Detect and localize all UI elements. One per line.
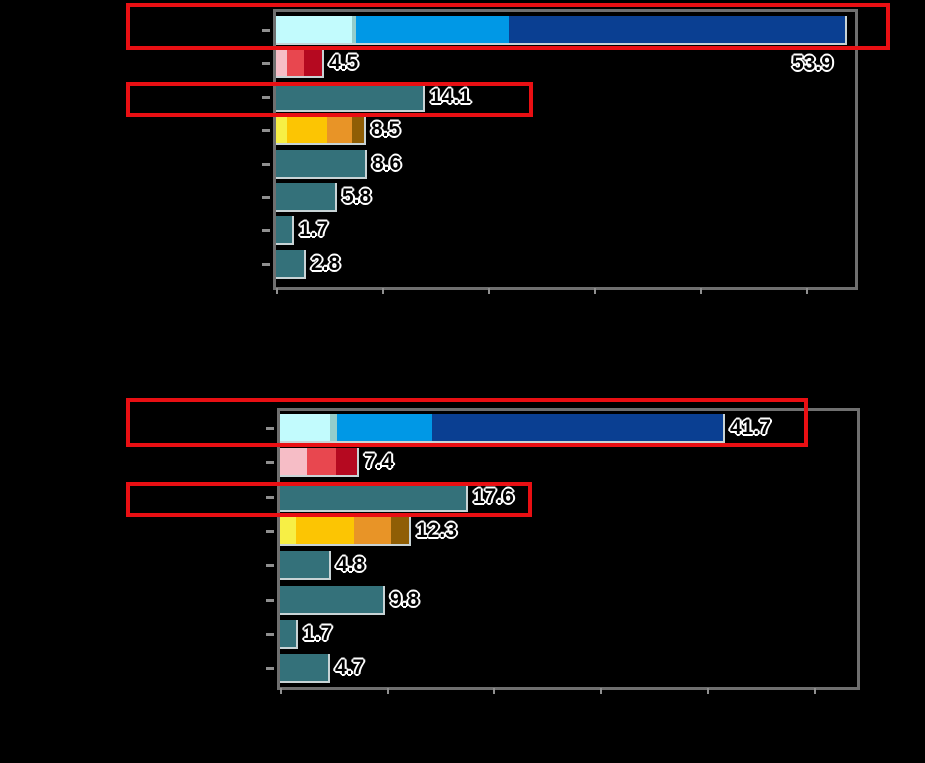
bar-segment-brown (351, 116, 364, 143)
bar-row-1 (280, 414, 725, 443)
value-label: 4.5 (329, 51, 359, 74)
bar-segment-teal (280, 620, 296, 647)
y-axis-tick (262, 29, 270, 32)
bar-segment-orange (354, 517, 392, 544)
bar-segment-gold (287, 116, 327, 143)
top-chart-plot-area: 53.9 4.5 14.1 8.5 8.6 5.8 1.7 2.8 (262, 9, 858, 294)
value-label: 9.8 (390, 588, 420, 611)
bar-segment-red (287, 49, 304, 76)
bar-segment-teal (276, 83, 423, 110)
bar-segment-darkRed (303, 49, 322, 76)
bar-segment-blue (356, 16, 510, 43)
bar-segment-teal (280, 483, 466, 510)
x-axis-tick (814, 688, 816, 694)
bar-row-5 (276, 150, 367, 179)
bar-segment-cyanTeal (352, 16, 357, 43)
y-axis-tick (262, 229, 270, 232)
x-axis-tick (806, 288, 808, 294)
y-axis-tick (266, 427, 274, 430)
bar-row-2 (280, 448, 359, 477)
value-label: 1.7 (303, 622, 333, 645)
bar-row-5 (280, 551, 331, 580)
value-label: 5.8 (342, 185, 372, 208)
x-axis-tick (382, 288, 384, 294)
bar-row-6 (280, 586, 385, 615)
bar-row-1 (276, 16, 847, 45)
value-label: 17.6 (473, 485, 514, 508)
x-axis-tick (276, 288, 278, 294)
bar-segment-teal (280, 586, 383, 613)
y-axis-tick (266, 667, 274, 670)
value-label: 1.7 (299, 218, 329, 241)
value-label: 7.4 (364, 450, 394, 473)
bar-row-7 (280, 620, 298, 649)
value-label: 53.9 (792, 52, 833, 75)
highlight-box-3 (126, 398, 808, 447)
bar-segment-red (307, 448, 337, 475)
value-label: 41.7 (730, 416, 771, 439)
bar-segment-brown (391, 517, 409, 544)
value-label: 14.1 (430, 85, 471, 108)
bar-row-3 (280, 483, 468, 512)
value-label: 12.3 (416, 519, 457, 542)
bar-row-6 (276, 183, 337, 212)
bar-segment-paleCyan (276, 16, 352, 43)
bar-segment-teal (276, 250, 304, 277)
bar-segment-teal (276, 216, 292, 243)
bar-segment-teal (276, 183, 335, 210)
y-axis-tick (262, 196, 270, 199)
y-axis-tick (262, 62, 270, 65)
bar-segment-pinkLight (276, 49, 288, 76)
bottom-chart-plot-area: 41.7 7.4 17.6 12.3 4.8 9.8 1.7 4.7 (266, 408, 860, 694)
bar-segment-yellowLight (280, 517, 296, 544)
bar-segment-teal (280, 551, 329, 578)
bar-segment-yellowLight (276, 116, 288, 143)
highlight-box-2 (126, 82, 533, 117)
x-axis-tick (600, 688, 602, 694)
bar-row-4 (276, 116, 366, 145)
x-axis-tick (594, 288, 596, 294)
bar-segment-blue (336, 414, 433, 441)
y-axis-tick (262, 129, 270, 132)
x-axis-tick (488, 288, 490, 294)
value-label: 4.8 (336, 553, 366, 576)
bar-row-7 (276, 216, 294, 245)
y-axis-tick (266, 461, 274, 464)
highlight-box-1 (126, 3, 890, 50)
bar-segment-navy (509, 16, 845, 43)
value-label: 8.5 (371, 118, 401, 141)
y-axis-tick (266, 599, 274, 602)
bar-segment-paleCyan (280, 414, 330, 441)
value-label: 8.6 (372, 152, 402, 175)
y-axis-tick (262, 96, 270, 99)
y-axis-tick (266, 633, 274, 636)
x-axis-tick (493, 688, 495, 694)
bar-segment-orange (326, 116, 352, 143)
bar-row-8 (280, 654, 330, 683)
bar-segment-cyanTeal (329, 414, 337, 441)
y-axis-tick (262, 263, 270, 266)
value-label: 4.7 (335, 656, 365, 679)
bar-row-8 (276, 250, 306, 279)
value-label: 2.8 (311, 252, 341, 275)
bar-segment-teal (276, 150, 365, 177)
y-axis-tick (262, 163, 270, 166)
highlight-box-4 (126, 482, 532, 517)
bar-segment-teal (280, 654, 328, 681)
bar-segment-gold (295, 517, 355, 544)
bar-segment-darkRed (336, 448, 357, 475)
y-axis-tick (266, 530, 274, 533)
x-axis-tick (280, 688, 282, 694)
y-axis-tick (266, 496, 274, 499)
x-axis-tick (707, 688, 709, 694)
x-axis-tick (700, 288, 702, 294)
y-axis-tick (266, 564, 274, 567)
bar-row-4 (280, 517, 411, 546)
bar-row-3 (276, 83, 425, 112)
x-axis-tick (387, 688, 389, 694)
bar-segment-pinkLight (280, 448, 308, 475)
bar-row-2 (276, 49, 324, 78)
bar-segment-navy (432, 414, 723, 441)
